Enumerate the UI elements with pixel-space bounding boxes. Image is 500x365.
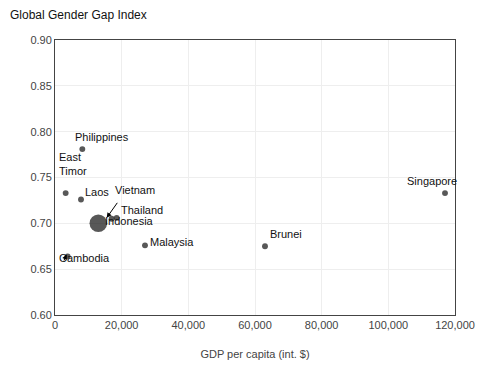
svg-text:80,000: 80,000	[305, 319, 339, 331]
svg-text:EastTimor: EastTimor	[59, 151, 87, 177]
svg-text:0.65: 0.65	[30, 263, 51, 275]
svg-text:0.60: 0.60	[30, 309, 51, 321]
svg-text:60,000: 60,000	[238, 319, 272, 331]
svg-text:0.75: 0.75	[30, 171, 51, 183]
svg-text:20,000: 20,000	[105, 319, 139, 331]
svg-text:Cambodia: Cambodia	[59, 252, 110, 264]
svg-text:Malaysia: Malaysia	[150, 236, 194, 248]
svg-text:0.70: 0.70	[30, 217, 51, 229]
svg-text:Vietnam: Vietnam	[115, 184, 155, 196]
svg-text:0: 0	[52, 319, 58, 331]
svg-text:120,000: 120,000	[435, 319, 475, 331]
svg-text:Brunei: Brunei	[270, 228, 302, 240]
svg-text:GDP per capita (int. $): GDP per capita (int. $)	[200, 348, 309, 360]
svg-text:Global Gender Gap Index: Global Gender Gap Index	[10, 8, 147, 22]
svg-text:Thailand: Thailand	[121, 204, 163, 216]
svg-text:Singapore: Singapore	[407, 175, 457, 187]
svg-text:100,000: 100,000	[368, 319, 408, 331]
svg-text:0.80: 0.80	[30, 126, 51, 138]
svg-text:40,000: 40,000	[172, 319, 206, 331]
svg-text:Philippines: Philippines	[75, 131, 129, 143]
svg-text:Indonesia: Indonesia	[105, 215, 154, 227]
svg-text:0.85: 0.85	[30, 80, 51, 92]
svg-text:0.90: 0.90	[30, 34, 51, 46]
svg-text:Laos: Laos	[85, 186, 109, 198]
